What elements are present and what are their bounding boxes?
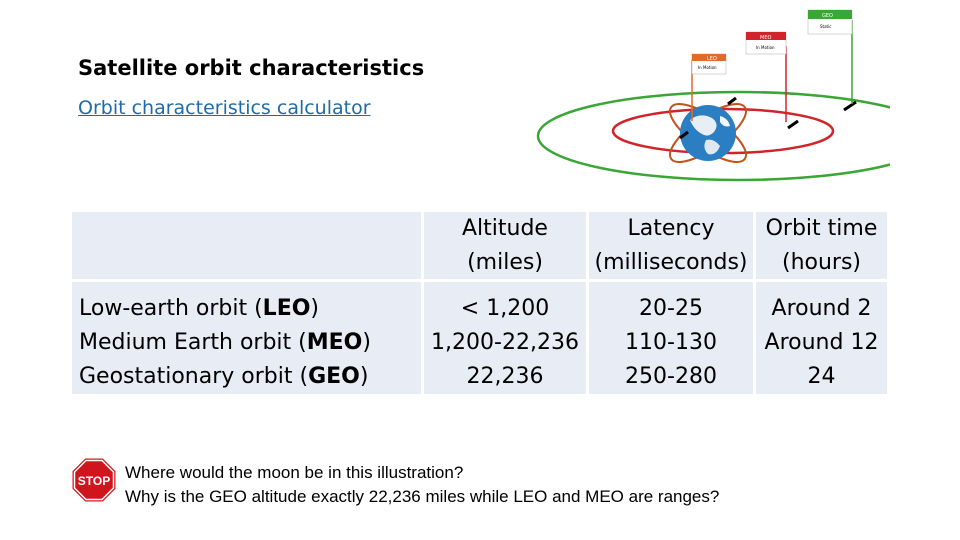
leo-flag: LEO In Motion bbox=[691, 53, 727, 75]
satellite-icon bbox=[787, 119, 799, 130]
latency-column: 20-25 110-130 250-280 bbox=[589, 282, 753, 394]
header-altitude: Altitude (miles) bbox=[424, 212, 586, 279]
stop-sign-text: STOP bbox=[78, 474, 110, 488]
flag-label: GEO bbox=[822, 13, 833, 19]
orbit-table: Altitude (miles) Latency (milliseconds) … bbox=[72, 212, 887, 394]
flag-sub: Static bbox=[820, 24, 831, 29]
satellite-icon bbox=[679, 130, 689, 140]
orbit-names-column: Low-earth orbit (LEO) Medium Earth orbit… bbox=[72, 282, 421, 394]
table-header-empty bbox=[72, 212, 421, 279]
flag-sub: In Motion bbox=[756, 45, 775, 50]
geo-flag: GEO Static bbox=[807, 9, 853, 35]
flag-sub: In Motion bbox=[698, 65, 717, 70]
header-latency: Latency (milliseconds) bbox=[589, 212, 753, 279]
flag-label: LEO bbox=[707, 56, 717, 62]
header-orbit-time: Orbit time (hours) bbox=[756, 212, 887, 279]
table-row: Low-earth orbit (LEO) bbox=[79, 296, 320, 321]
meo-flag: MEO In Motion bbox=[745, 31, 787, 55]
table-row: Geostationary orbit (GEO) bbox=[79, 364, 369, 389]
geo-orbit bbox=[536, 90, 890, 182]
table-row: Medium Earth orbit (MEO) bbox=[79, 330, 371, 355]
calculator-link[interactable]: Orbit characteristics calculator bbox=[78, 97, 371, 119]
question-geo-altitude: Why is the GEO altitude exactly 22,236 m… bbox=[125, 487, 720, 506]
stop-sign-icon: STOP bbox=[71, 457, 117, 503]
flag-label: MEO bbox=[760, 35, 771, 41]
orbit-time-column: Around 2 Around 12 24 bbox=[756, 282, 887, 394]
orbit-diagram: LEO In Motion MEO In Motion GEO Static bbox=[536, 9, 890, 182]
satellite-icon bbox=[843, 100, 857, 112]
satellite-icon bbox=[727, 96, 737, 106]
slide-title: Satellite orbit characteristics bbox=[78, 56, 425, 80]
altitude-column: < 1,200 1,200-22,236 22,236 bbox=[424, 282, 586, 394]
question-moon: Where would the moon be in this illustra… bbox=[125, 463, 464, 482]
